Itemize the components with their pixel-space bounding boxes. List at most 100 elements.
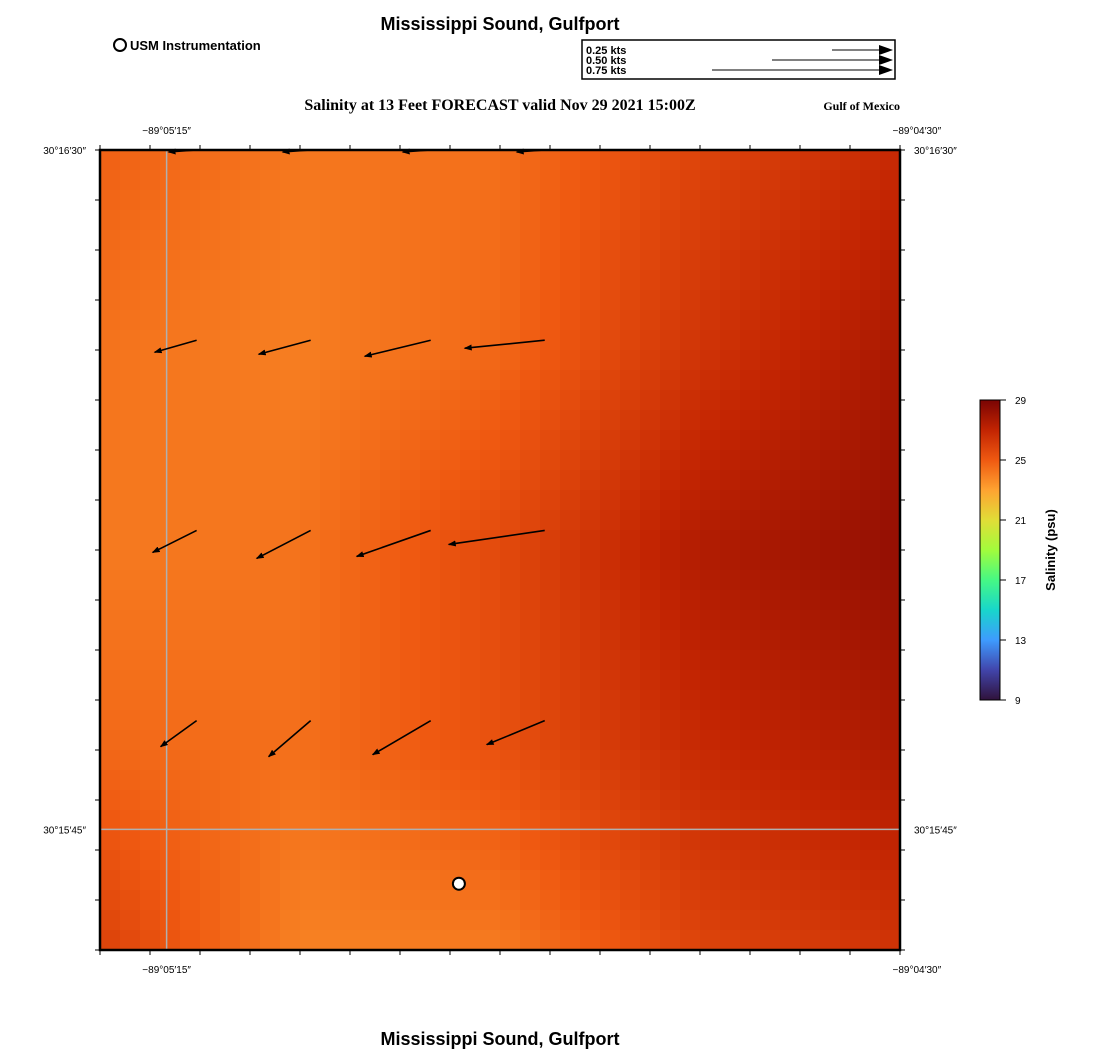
heatmap-cell — [140, 510, 161, 531]
heatmap-cell — [520, 370, 541, 391]
heatmap-cell — [100, 570, 121, 591]
heatmap-cell — [840, 810, 861, 831]
heatmap-cell — [160, 250, 181, 271]
heatmap-cell — [680, 830, 701, 851]
heatmap-cell — [740, 690, 761, 711]
heatmap-cell — [740, 250, 761, 271]
heatmap-cell — [580, 870, 601, 891]
heatmap-cell — [520, 670, 541, 691]
heatmap-cell — [400, 790, 421, 811]
heatmap-cell — [560, 770, 581, 791]
heatmap-cell — [200, 790, 221, 811]
heatmap-cell — [360, 710, 381, 731]
heatmap-cell — [260, 610, 281, 631]
heatmap-cell — [100, 370, 121, 391]
heatmap-cell — [200, 930, 221, 950]
heatmap-cell — [820, 790, 841, 811]
heatmap-cell — [500, 450, 521, 471]
heatmap-cell — [500, 190, 521, 211]
heatmap-cell — [600, 470, 621, 491]
heatmap-cell — [500, 710, 521, 731]
heatmap-cell — [320, 410, 341, 431]
heatmap-cell — [200, 450, 221, 471]
heatmap-cell — [640, 330, 661, 351]
heatmap-cell — [560, 830, 581, 851]
heatmap-cell — [280, 570, 301, 591]
heatmap-cell — [100, 230, 121, 251]
heatmap-cell — [280, 850, 301, 871]
heatmap-cell — [500, 630, 521, 651]
heatmap-cell — [800, 890, 821, 911]
heatmap-cell — [680, 710, 701, 731]
heatmap-cell — [380, 930, 401, 950]
heatmap-cell — [500, 670, 521, 691]
heatmap-cell — [280, 670, 301, 691]
heatmap-cell — [580, 850, 601, 871]
heatmap-cell — [100, 170, 121, 191]
heatmap-cell — [280, 790, 301, 811]
heatmap-cell — [820, 430, 841, 451]
heatmap-cell — [740, 830, 761, 851]
heatmap-cell — [580, 690, 601, 711]
heatmap-cell — [140, 790, 161, 811]
heatmap-cell — [500, 690, 521, 711]
heatmap-cell — [620, 890, 641, 911]
heatmap-cell — [700, 850, 721, 871]
heatmap-cell — [800, 610, 821, 631]
heatmap-cell — [620, 510, 641, 531]
heatmap-cell — [780, 910, 801, 931]
heatmap-cell — [840, 530, 861, 551]
heatmap-cell — [520, 170, 541, 191]
heatmap-cell — [560, 170, 581, 191]
heatmap-cell — [280, 810, 301, 831]
heatmap-cell — [380, 710, 401, 731]
heatmap-cell — [360, 230, 381, 251]
heatmap-cell — [740, 490, 761, 511]
heatmap-cell — [220, 310, 241, 331]
heatmap-cell — [340, 410, 361, 431]
heatmap-cell — [780, 150, 801, 171]
heatmap-cell — [580, 250, 601, 271]
heatmap-cell — [540, 290, 561, 311]
heatmap-cell — [220, 630, 241, 651]
heatmap-cell — [100, 150, 121, 171]
heatmap-cell — [700, 590, 721, 611]
heatmap-cell — [480, 870, 501, 891]
heatmap-cell — [300, 230, 321, 251]
heatmap-cell — [400, 570, 421, 591]
heatmap-cell — [480, 390, 501, 411]
heatmap-cell — [140, 250, 161, 271]
heatmap-cell — [560, 290, 581, 311]
heatmap-cell — [360, 450, 381, 471]
heatmap-cell — [380, 290, 401, 311]
heatmap-cell — [380, 310, 401, 331]
heatmap-cell — [680, 370, 701, 391]
heatmap-cell — [420, 630, 441, 651]
heatmap-cell — [260, 790, 281, 811]
heatmap-cell — [780, 890, 801, 911]
heatmap-cell — [660, 490, 681, 511]
heatmap-cell — [640, 930, 661, 950]
heatmap-cell — [740, 870, 761, 891]
heatmap-cell — [140, 430, 161, 451]
heatmap-cell — [880, 850, 900, 871]
heatmap-cell — [120, 910, 141, 931]
heatmap-cell — [720, 810, 741, 831]
heatmap-cell — [660, 810, 681, 831]
heatmap-cell — [480, 810, 501, 831]
heatmap-cell — [300, 470, 321, 491]
current-arrow — [371, 719, 432, 756]
heatmap-cell — [320, 810, 341, 831]
heatmap-cell — [320, 230, 341, 251]
heatmap-cell — [800, 690, 821, 711]
heatmap-cell — [600, 230, 621, 251]
heatmap-cell — [540, 190, 561, 211]
heatmap-cell — [220, 230, 241, 251]
heatmap-cell — [360, 870, 381, 891]
heatmap-cell — [240, 190, 261, 211]
x-tick-label-top: −89°04′30″ — [892, 126, 941, 137]
heatmap-cell — [280, 210, 301, 231]
heatmap-cell — [240, 750, 261, 771]
heatmap-cell — [840, 590, 861, 611]
heatmap-cell — [600, 210, 621, 231]
